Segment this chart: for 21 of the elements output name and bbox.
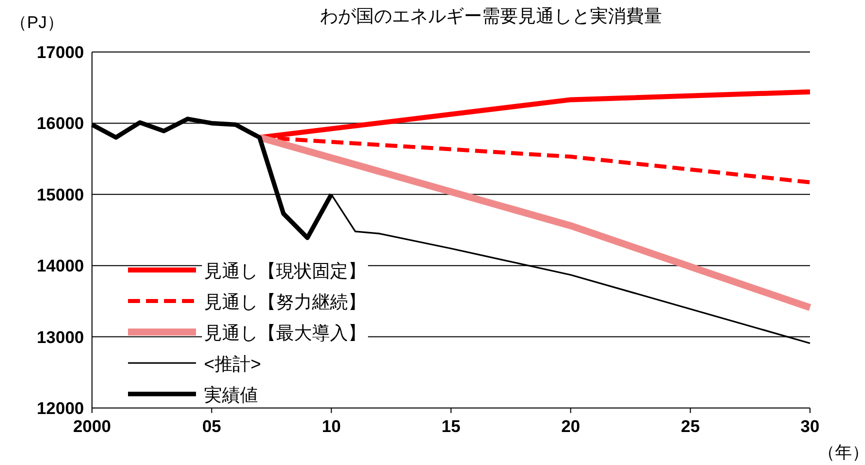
x-tick-label: 2000 [73, 417, 111, 436]
legend-label: 見通し【努力継続】 [204, 292, 366, 312]
chart-title: わが国のエネルギー需要見通しと実消費量 [320, 6, 662, 26]
x-tick-label: 20 [561, 417, 580, 436]
y-tick-label: 16000 [36, 114, 84, 134]
y-tick-label: 14000 [36, 256, 84, 276]
y-axis-title: （PJ） [10, 13, 64, 32]
x-tick-label: 10 [322, 417, 341, 436]
x-tick-label: 05 [202, 417, 222, 436]
x-tick-label: 15 [442, 417, 460, 436]
y-tick-label: 17000 [36, 43, 84, 62]
y-tick-label: 15000 [36, 185, 84, 204]
legend-label: <推計> [204, 354, 262, 374]
y-tick-label: 13000 [36, 328, 84, 347]
x-tick-label: 25 [680, 417, 700, 436]
legend-label: 見通し【最大導入】 [204, 323, 366, 343]
y-tick-label: 12000 [36, 399, 84, 418]
x-axis-title: （年） [818, 443, 865, 462]
x-tick-label: 30 [800, 417, 820, 436]
legend-label: 見通し【現状固定】 [204, 261, 366, 281]
legend-label: 実績値 [204, 385, 258, 405]
